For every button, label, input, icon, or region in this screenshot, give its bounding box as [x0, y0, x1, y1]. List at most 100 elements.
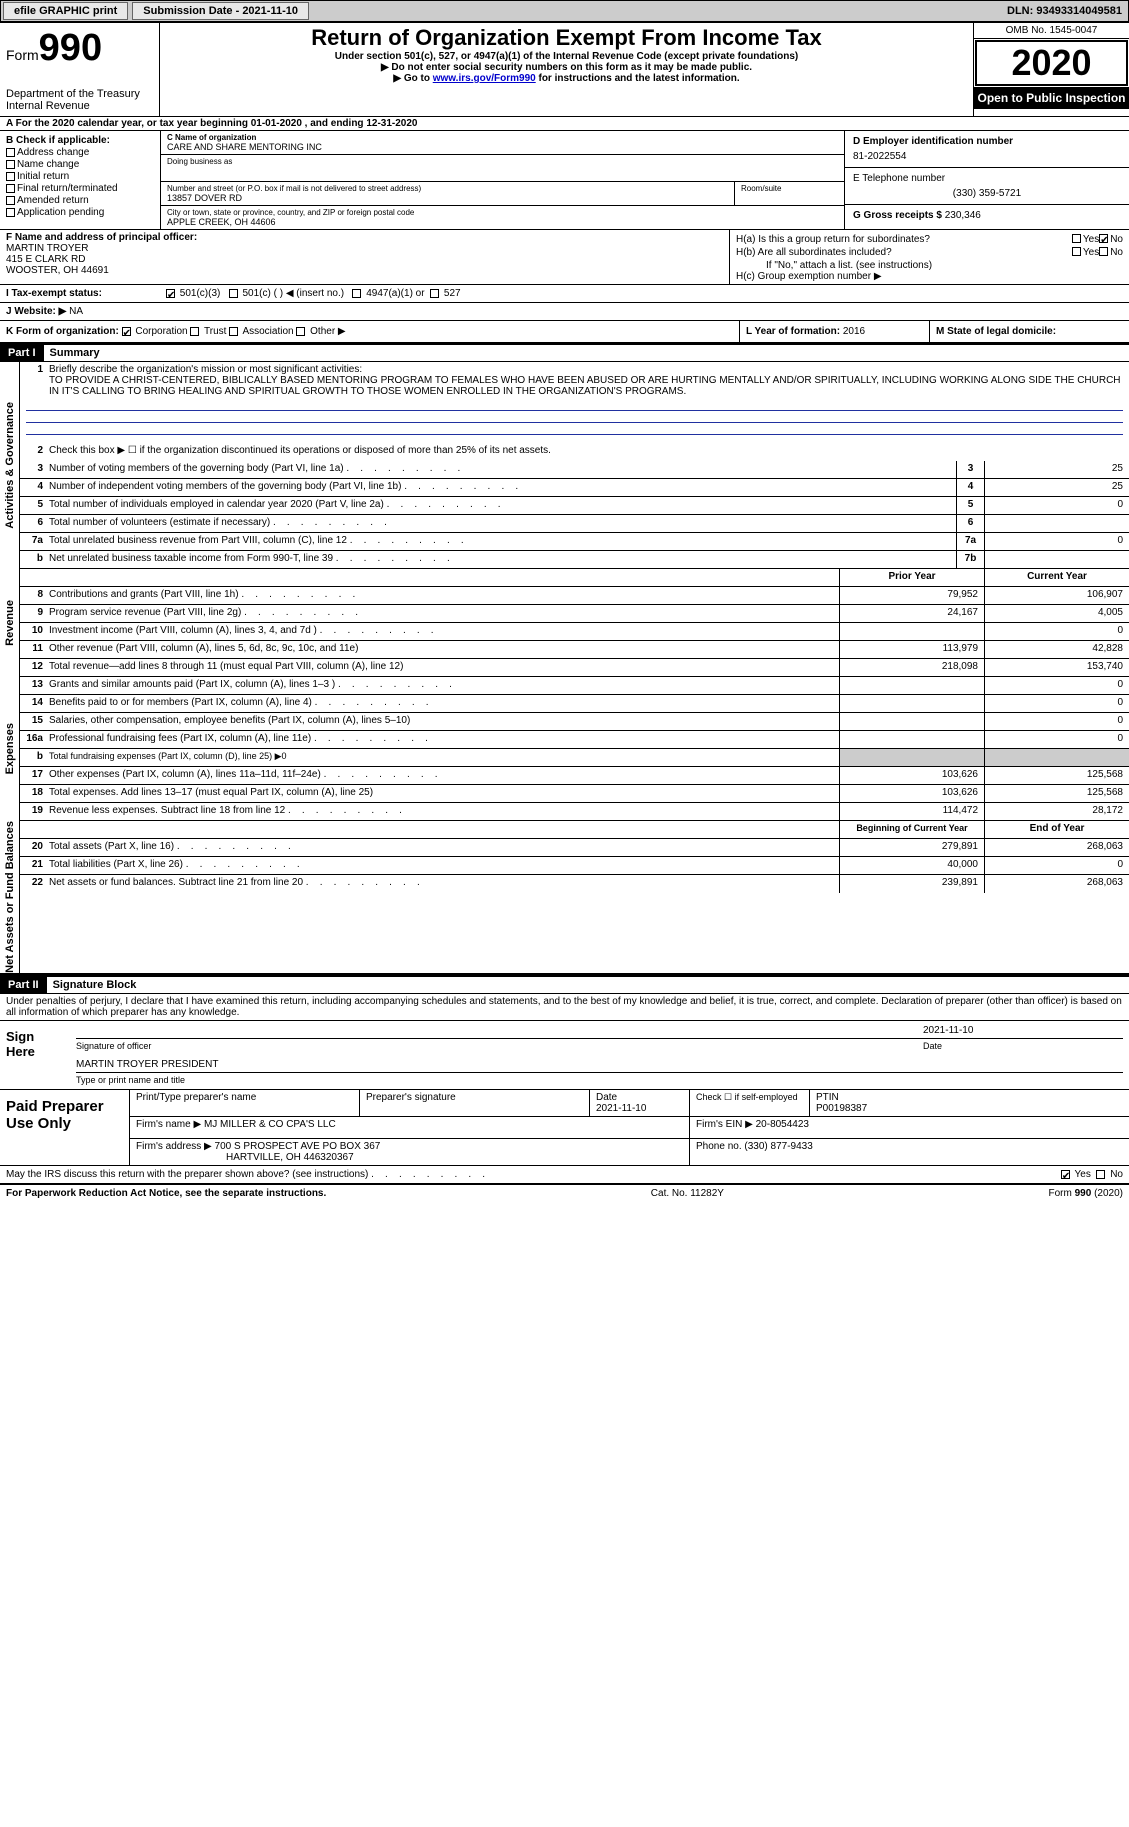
street-label: Number and street (or P.O. box if mail i… — [167, 184, 728, 193]
line22-beg: 239,891 — [839, 875, 984, 893]
end-year-header: End of Year — [984, 821, 1129, 838]
ha-yes-checkbox[interactable] — [1072, 234, 1081, 243]
amended-return-checkbox[interactable] — [6, 196, 15, 205]
app-pending-label: Application pending — [17, 207, 104, 218]
form-number: 990 — [39, 27, 102, 69]
prep-date-label: Date — [596, 1092, 617, 1103]
discuss-no-checkbox[interactable] — [1096, 1170, 1105, 1179]
corp-checkbox[interactable] — [122, 327, 131, 336]
firm-ein-label: Firm's EIN ▶ — [696, 1119, 753, 1130]
firm-name: MJ MILLER & CO CPA'S LLC — [204, 1119, 336, 1130]
line15-current: 0 — [984, 713, 1129, 730]
4947-label: 4947(a)(1) or — [366, 288, 424, 299]
app-pending-checkbox[interactable] — [6, 208, 15, 217]
line16b-prior — [839, 749, 984, 766]
final-return-checkbox[interactable] — [6, 184, 15, 193]
hb-note: If "No," attach a list. (see instruction… — [736, 260, 1123, 271]
line3-text: Number of voting members of the governin… — [46, 461, 956, 478]
room-label: Room/suite — [741, 184, 838, 193]
line9-current: 4,005 — [984, 605, 1129, 622]
submission-date-button[interactable]: Submission Date - 2021-11-10 — [132, 2, 309, 20]
line16b-current — [984, 749, 1129, 766]
hb-yes-checkbox[interactable] — [1072, 247, 1081, 256]
form-label: Form — [6, 47, 39, 63]
firm-phone-label: Phone no. — [696, 1141, 742, 1152]
hb-no: No — [1110, 247, 1123, 258]
discuss-no: No — [1110, 1169, 1123, 1180]
assoc-checkbox[interactable] — [229, 327, 238, 336]
ein-value: 81-2022554 — [853, 151, 1121, 162]
year-formation-value: 2016 — [843, 326, 865, 337]
ha-no-checkbox[interactable] — [1099, 234, 1108, 243]
ein-label: D Employer identification number — [853, 136, 1013, 147]
line12-text: Total revenue—add lines 8 through 11 (mu… — [46, 659, 839, 676]
line19-current: 28,172 — [984, 803, 1129, 820]
self-employed-label: Check ☐ if self-employed — [690, 1090, 810, 1116]
line4-value: 25 — [984, 479, 1129, 496]
line17-text: Other expenses (Part IX, column (A), lin… — [46, 767, 839, 784]
line1-label: Briefly describe the organization's miss… — [49, 364, 362, 375]
mission-line — [26, 411, 1123, 423]
line16a-prior — [839, 731, 984, 748]
vtab-expenses: Expenses — [0, 677, 20, 821]
discuss-text: May the IRS discuss this return with the… — [6, 1169, 1061, 1180]
efile-print-button[interactable]: efile GRAPHIC print — [3, 2, 128, 20]
line13-text: Grants and similar amounts paid (Part IX… — [46, 677, 839, 694]
hb-no-checkbox[interactable] — [1099, 247, 1108, 256]
firm-addr2: HARTVILLE, OH 446320367 — [136, 1152, 354, 1163]
amended-return-label: Amended return — [17, 195, 89, 206]
527-checkbox[interactable] — [430, 289, 439, 298]
beginning-year-header: Beginning of Current Year — [839, 821, 984, 838]
501c3-checkbox[interactable] — [166, 289, 175, 298]
line19-prior: 114,472 — [839, 803, 984, 820]
line20-end: 268,063 — [984, 839, 1129, 856]
perjury-text: Under penalties of perjury, I declare th… — [0, 994, 1129, 1021]
line21-text: Total liabilities (Part X, line 26) — [46, 857, 839, 874]
address-change-checkbox[interactable] — [6, 148, 15, 157]
line22-end: 268,063 — [984, 875, 1129, 893]
line14-prior — [839, 695, 984, 712]
hc-label: H(c) Group exemption number ▶ — [736, 271, 1123, 282]
line13-prior — [839, 677, 984, 694]
final-return-label: Final return/terminated — [17, 183, 118, 194]
discuss-yes: Yes — [1075, 1169, 1091, 1180]
sig-officer-label: Signature of officer — [76, 1041, 923, 1051]
line8-prior: 79,952 — [839, 587, 984, 604]
phone-value: (330) 359-5721 — [853, 188, 1121, 199]
gross-receipts-label: G Gross receipts $ — [853, 210, 942, 221]
footer-right: Form 990 (2020) — [1049, 1188, 1123, 1199]
section-j: J Website: ▶ NA — [0, 303, 1129, 321]
vtab-net-assets: Net Assets or Fund Balances — [0, 821, 20, 973]
other-label: Other ▶ — [310, 326, 345, 337]
city-state-zip: APPLE CREEK, OH 44606 — [167, 217, 838, 227]
line18-current: 125,568 — [984, 785, 1129, 802]
tax-year: 2020 — [975, 40, 1128, 86]
ha-label: H(a) Is this a group return for subordin… — [736, 234, 1072, 245]
line15-text: Salaries, other compensation, employee b… — [46, 713, 839, 730]
gross-receipts-value: 230,346 — [945, 210, 981, 221]
line7a-value: 0 — [984, 533, 1129, 550]
line17-current: 125,568 — [984, 767, 1129, 784]
section-h: H(a) Is this a group return for subordin… — [729, 230, 1129, 284]
paid-preparer-section: Paid Preparer Use Only Print/Type prepar… — [0, 1090, 1129, 1166]
org-name-label: C Name of organization — [167, 133, 256, 142]
line6-value — [984, 515, 1129, 532]
website-value: NA — [69, 306, 83, 317]
irs-link[interactable]: www.irs.gov/Form990 — [433, 73, 536, 84]
line2-text: Check this box ▶ ☐ if the organization d… — [46, 443, 1129, 461]
line10-prior — [839, 623, 984, 640]
4947-checkbox[interactable] — [352, 289, 361, 298]
discuss-yes-checkbox[interactable] — [1061, 1170, 1070, 1179]
501c-checkbox[interactable] — [229, 289, 238, 298]
ha-yes: Yes — [1083, 234, 1099, 245]
trust-checkbox[interactable] — [190, 327, 199, 336]
line15-prior — [839, 713, 984, 730]
header-mid: Return of Organization Exempt From Incom… — [160, 23, 974, 116]
line12-prior: 218,098 — [839, 659, 984, 676]
initial-return-checkbox[interactable] — [6, 172, 15, 181]
phone-label: E Telephone number — [853, 173, 1121, 184]
name-change-checkbox[interactable] — [6, 160, 15, 169]
other-checkbox[interactable] — [296, 327, 305, 336]
part1-header: Part I Summary — [0, 343, 1129, 362]
form-subtitle: Under section 501(c), 527, or 4947(a)(1)… — [166, 51, 967, 62]
